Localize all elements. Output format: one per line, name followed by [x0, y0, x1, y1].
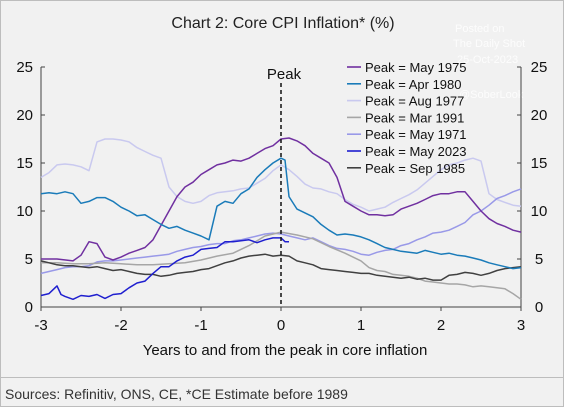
x-tick-label: 0: [277, 317, 285, 334]
x-tick-label: -3: [34, 317, 47, 334]
y-tick-label-right: 25: [531, 59, 548, 76]
y-tick-label-right: 5: [535, 251, 543, 268]
series-lines: [40, 137, 522, 301]
series-line-1: [40, 157, 522, 270]
watermark-line1: Posted on: [455, 23, 505, 35]
y-tick-label-left: 20: [16, 107, 33, 124]
legend-label-2: Peak = Aug 1977: [365, 94, 464, 109]
series-line-2: [40, 138, 522, 212]
x-tick-label: 2: [437, 317, 445, 334]
y-tick-label-right: 10: [531, 203, 548, 220]
chart-title: Chart 2: Core CPI Inflation* (%): [171, 15, 394, 32]
sources-footnote: Sources: Refinitiv, ONS, CE, *CE Estimat…: [5, 386, 348, 402]
legend-label-3: Peak = Mar 1991: [365, 110, 464, 125]
x-tick-label: -2: [114, 317, 127, 334]
series-line-6: [40, 253, 522, 281]
x-tick-label: -1: [194, 317, 207, 334]
legend-label-4: Peak = May 1971: [365, 127, 467, 142]
series-line-0: [41, 137, 522, 262]
legend-label-5: Peak = May 2023: [365, 144, 467, 159]
peak-marker: Peak: [267, 66, 302, 307]
watermark-line2: The Daily Shot: [453, 38, 525, 50]
y-tick-label-right: 15: [531, 155, 548, 172]
chart-canvas: Chart 2: Core CPI Inflation* (%) Posted …: [16, 15, 547, 359]
peak-label: Peak: [267, 66, 302, 83]
axes: 0 5 10 15 20 25 0 5 10 15 20 25 -3 -2 -1 0 1 2 3: [16, 59, 547, 334]
y-tick-label-left: 10: [16, 203, 33, 220]
y-tick-label-left: 25: [16, 59, 33, 76]
y-tick-label-right: 0: [535, 299, 543, 316]
y-tick-label-left: 0: [25, 299, 33, 316]
legend-label-0: Peak = May 1975: [365, 60, 467, 75]
y-tick-label-left: 15: [16, 155, 33, 172]
x-tick-label: 1: [357, 317, 365, 334]
footer-divider: [1, 377, 563, 378]
x-axis-label: Years to and from the peak in core infla…: [143, 342, 428, 359]
legend-label-6: Peak = Sep 1985: [365, 161, 465, 176]
watermark-line3: 25-Oct-2023: [457, 54, 518, 66]
watermark: Posted on The Daily Shot 25-Oct-2023 @So…: [453, 23, 525, 101]
series-line-5: [40, 237, 289, 301]
y-tick-label-right: 20: [531, 107, 548, 124]
watermark-line4: @SoberLook: [459, 89, 524, 101]
y-tick-label-left: 5: [25, 251, 33, 268]
legend-label-1: Peak = Apr 1980: [365, 77, 462, 92]
legend: Peak = May 1975 Peak = Apr 1980 Peak = Aug…: [347, 60, 467, 176]
x-tick-label: 3: [517, 317, 525, 334]
series-line-3: [41, 231, 522, 300]
